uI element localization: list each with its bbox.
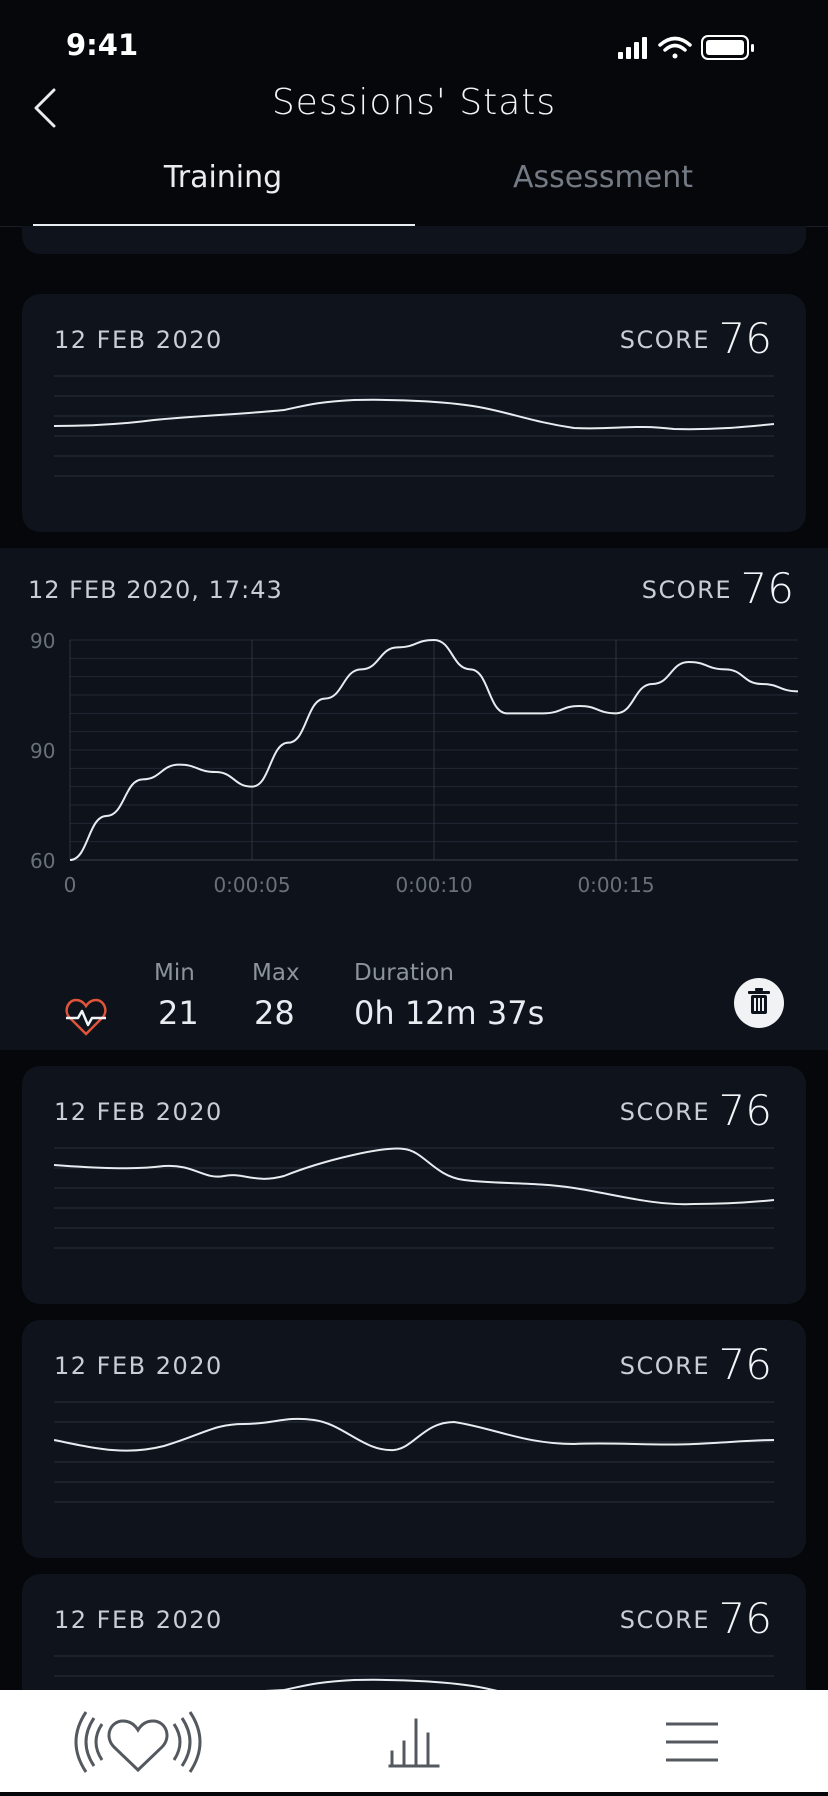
duration-label: Duration xyxy=(354,960,454,986)
active-tab-indicator xyxy=(33,224,415,226)
session-card[interactable]: 12 FEB 2020 SCORE 76 xyxy=(22,1574,806,1690)
session-stats: Min 21 Max 28 Duration 0h 12m 37s xyxy=(0,960,828,1050)
min-value: 21 xyxy=(158,994,199,1032)
tab-assessment[interactable]: Assessment xyxy=(513,160,693,195)
score-label: SCORE xyxy=(641,576,732,604)
score-value: 76 xyxy=(718,314,772,363)
score-label: SCORE xyxy=(619,1098,710,1126)
nav-header: Sessions' Stats xyxy=(0,66,828,146)
session-date: 12 FEB 2020 xyxy=(54,1606,223,1634)
nav-menu-button[interactable] xyxy=(590,1690,790,1792)
chevron-left-icon xyxy=(34,88,56,128)
heart-pulse-icon xyxy=(74,1711,202,1773)
session-chart: 90 90 60 0 0:00:05 0:00:10 0:00:15 xyxy=(30,629,799,897)
bar-chart-icon xyxy=(388,1718,440,1768)
session-detail[interactable]: 12 FEB 2020, 17:43 SCORE 76 90 90 60 0 0:00:… xyxy=(0,548,828,1050)
x-tick-label: 0:00:10 xyxy=(395,873,472,897)
x-tick-label: 0:00:15 xyxy=(577,873,654,897)
session-card[interactable]: 12 FEB 2020 SCORE 76 xyxy=(22,294,806,532)
wifi-icon xyxy=(658,36,692,59)
series-line xyxy=(69,638,799,861)
status-time: 9:41 xyxy=(66,28,139,62)
status-icons xyxy=(618,35,754,60)
duration-value: 0h 12m 37s xyxy=(354,994,545,1032)
session-sparkline xyxy=(54,1401,774,1503)
score-value: 76 xyxy=(718,1594,772,1643)
bottom-nav xyxy=(0,1690,828,1792)
score-label: SCORE xyxy=(619,1352,710,1380)
y-tick-label: 90 xyxy=(30,629,55,653)
score-label: SCORE xyxy=(619,326,710,354)
back-button[interactable] xyxy=(26,84,66,132)
page-title: Sessions' Stats xyxy=(271,82,557,123)
session-date: 12 FEB 2020 xyxy=(54,1098,223,1126)
x-tick-label: 0 xyxy=(64,873,77,897)
session-sparkline xyxy=(54,375,774,477)
score-label: SCORE xyxy=(619,1606,710,1634)
session-date: 12 FEB 2020 xyxy=(54,326,223,354)
session-sparkline xyxy=(54,1147,774,1249)
session-card[interactable] xyxy=(22,226,806,254)
tab-training[interactable]: Training xyxy=(163,160,283,195)
sessions-list[interactable]: 12 FEB 2020 SCORE 76 12 FEB 2020, 17:43 … xyxy=(0,226,828,1690)
battery-icon xyxy=(701,35,754,60)
menu-icon xyxy=(666,1722,718,1762)
max-value: 28 xyxy=(254,994,295,1032)
y-tick-label: 60 xyxy=(30,849,55,873)
status-bar: 9:41 xyxy=(0,0,828,88)
tab-bar-top: Training Assessment xyxy=(0,146,828,227)
nav-stats-button[interactable] xyxy=(314,1690,514,1792)
session-card[interactable]: 12 FEB 2020 SCORE 76 xyxy=(22,1066,806,1304)
session-card[interactable]: 12 FEB 2020 SCORE 76 xyxy=(22,1320,806,1558)
x-tick-label: 0:00:05 xyxy=(213,873,290,897)
session-date: 12 FEB 2020, 17:43 xyxy=(28,576,283,604)
score-value: 76 xyxy=(718,1086,772,1135)
heart-rate-icon xyxy=(65,998,107,1036)
score-value: 76 xyxy=(740,564,794,613)
y-tick-label: 90 xyxy=(30,739,55,763)
max-label: Max xyxy=(252,960,300,986)
session-sparkline xyxy=(54,1655,774,1690)
nav-heart-button[interactable] xyxy=(38,1690,238,1792)
session-date: 12 FEB 2020 xyxy=(54,1352,223,1380)
score-value: 76 xyxy=(718,1340,772,1389)
min-label: Min xyxy=(154,960,195,986)
delete-session-button[interactable] xyxy=(734,978,784,1028)
trash-icon xyxy=(748,988,770,1014)
signal-icon xyxy=(618,37,647,59)
